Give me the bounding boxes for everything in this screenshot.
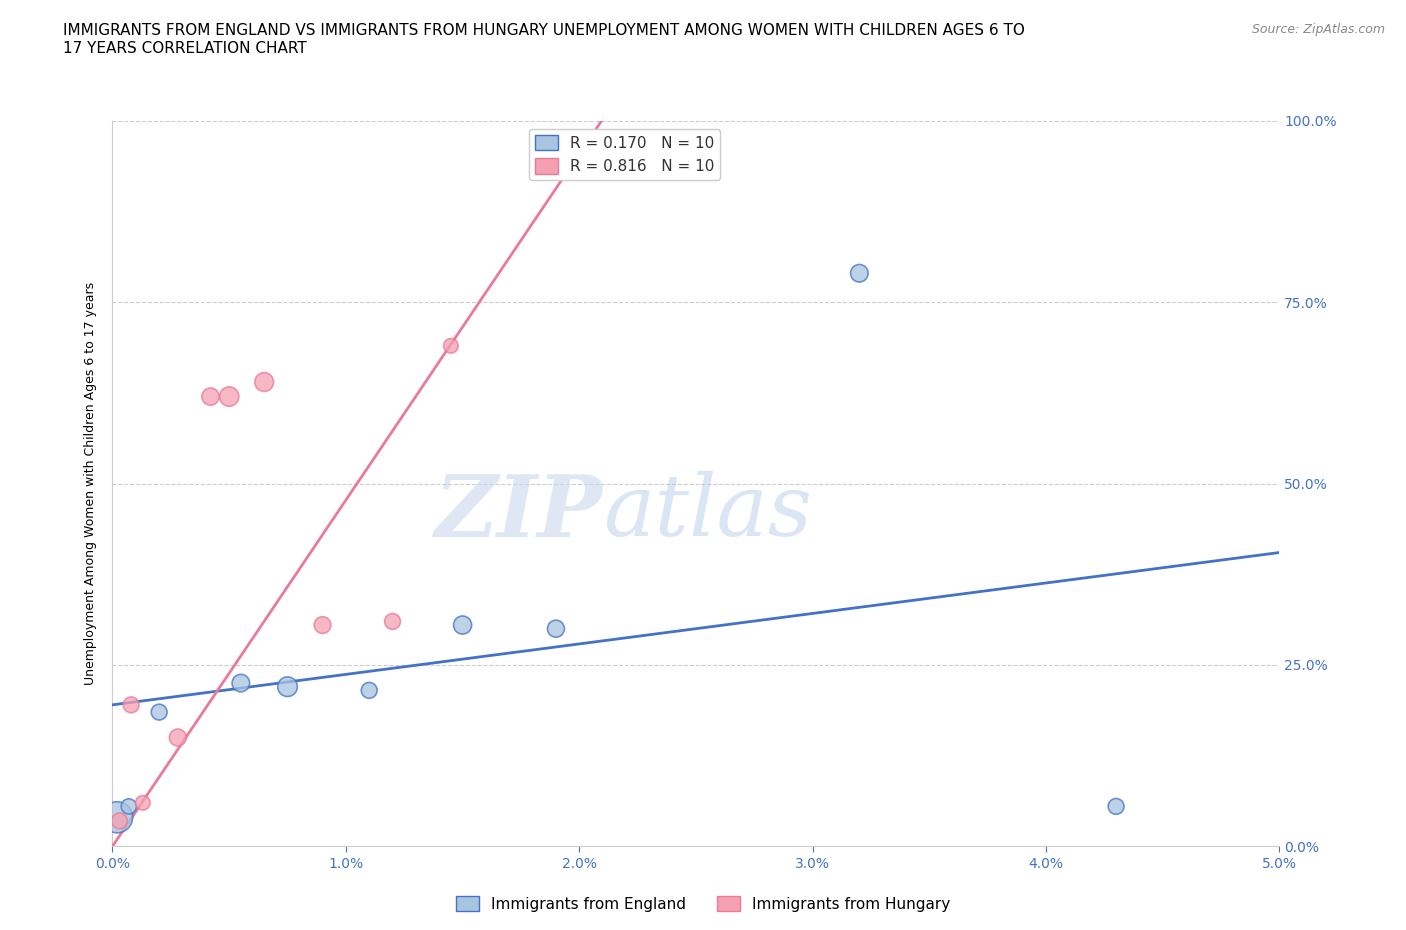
Point (544, 621, 567, 636)
Point (440, 339, 463, 353)
Point (451, 618, 474, 632)
Point (381, 614, 404, 629)
Point (848, 266, 870, 281)
Legend: R = 0.170   N = 10, R = 0.816   N = 10: R = 0.170 N = 10, R = 0.816 N = 10 (529, 128, 720, 180)
Point (148, 705, 170, 720)
Point (118, 799, 141, 814)
Text: Source: ZipAtlas.com: Source: ZipAtlas.com (1251, 23, 1385, 36)
Point (253, 375, 276, 390)
Text: IMMIGRANTS FROM ENGLAND VS IMMIGRANTS FROM HUNGARY UNEMPLOYMENT AMONG WOMEN WITH: IMMIGRANTS FROM ENGLAND VS IMMIGRANTS FR… (63, 23, 1025, 56)
Legend: Immigrants from England, Immigrants from Hungary: Immigrants from England, Immigrants from… (450, 889, 956, 918)
Point (120, 698, 142, 712)
Point (132, 795, 155, 810)
Point (218, 389, 240, 404)
Point (1105, 799, 1128, 814)
Text: atlas: atlas (603, 472, 811, 554)
Point (276, 679, 298, 694)
Point (359, 683, 381, 698)
Point (108, 814, 131, 829)
Point (200, 389, 222, 404)
Y-axis label: Unemployment Among Women with Children Ages 6 to 17 years: Unemployment Among Women with Children A… (83, 282, 97, 685)
Point (311, 618, 333, 632)
Point (229, 675, 252, 690)
Point (105, 810, 128, 825)
Text: ZIP: ZIP (434, 471, 603, 554)
Point (166, 730, 188, 745)
